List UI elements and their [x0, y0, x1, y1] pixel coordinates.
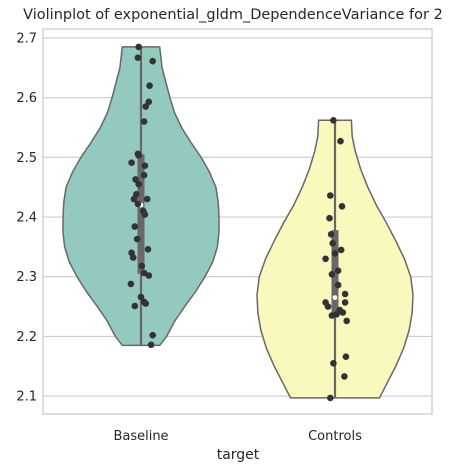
data-point: [140, 171, 148, 179]
data-point: [334, 281, 342, 289]
data-point: [128, 159, 135, 166]
data-point: [147, 341, 155, 349]
data-point: [131, 302, 139, 310]
data-point: [134, 200, 142, 208]
x-axis-ticks: Baseline Controls: [113, 429, 362, 444]
data-point: [127, 280, 135, 288]
violins: [62, 46, 414, 399]
data-point: [326, 214, 333, 222]
data-point: [134, 54, 142, 61]
data-point: [327, 231, 335, 238]
data-point: [144, 246, 152, 253]
data-point: [135, 152, 142, 159]
data-point: [129, 254, 137, 261]
data-point: [330, 360, 337, 367]
data-point: [329, 240, 337, 247]
data-point: [341, 299, 349, 306]
data-point: [337, 137, 344, 145]
y-tick-label: 2.6: [16, 91, 37, 106]
data-point: [140, 207, 147, 215]
y-tick-label: 2.7: [16, 31, 37, 46]
plot-frame: [42, 28, 433, 415]
data-point: [331, 250, 339, 257]
y-tick-label: 2.1: [16, 390, 37, 405]
data-point: [143, 195, 151, 203]
x-tick-label: Controls: [308, 429, 362, 444]
data-point: [146, 82, 153, 89]
data-point: [149, 57, 156, 65]
data-point: [337, 246, 345, 254]
data-point: [138, 262, 146, 270]
y-tick-label: 2.3: [16, 270, 37, 285]
data-point: [341, 373, 348, 380]
data-point: [135, 43, 142, 51]
chart-title: Violinplot of exponential_gldm_Dependenc…: [23, 7, 443, 23]
data-point: [324, 303, 332, 310]
data-point: [330, 117, 337, 124]
data-point: [334, 267, 342, 275]
iqr-box: [137, 154, 145, 274]
iqr-box: [331, 230, 339, 315]
data-point: [328, 271, 336, 278]
data-point: [327, 394, 334, 402]
median-marker: [332, 295, 338, 301]
data-point: [341, 290, 349, 298]
data-point: [145, 272, 153, 279]
data-point: [137, 293, 145, 301]
y-axis-ticks: 2.1 2.2 2.3 2.4 2.5 2.6 2.7: [16, 31, 37, 404]
data-point: [130, 195, 138, 203]
data-point: [132, 176, 139, 183]
data-point: [145, 98, 153, 106]
data-point: [141, 162, 149, 169]
data-point: [142, 300, 149, 307]
y-tick-label: 2.4: [16, 211, 37, 226]
x-axis-label: target: [217, 447, 260, 463]
strip-points: [127, 43, 351, 402]
y-tick-label: 2.2: [16, 330, 37, 345]
data-point: [342, 353, 350, 361]
data-point: [135, 180, 142, 188]
data-point: [149, 331, 156, 339]
data-point: [131, 223, 139, 230]
data-point: [133, 235, 141, 243]
data-point: [338, 203, 346, 210]
data-point: [142, 103, 149, 110]
data-point: [322, 255, 329, 263]
data-point: [140, 118, 148, 125]
y-tick-label: 2.5: [16, 151, 37, 166]
x-tick-label: Baseline: [113, 429, 168, 444]
data-point: [343, 317, 351, 325]
data-point: [336, 306, 344, 314]
data-point: [327, 192, 334, 199]
